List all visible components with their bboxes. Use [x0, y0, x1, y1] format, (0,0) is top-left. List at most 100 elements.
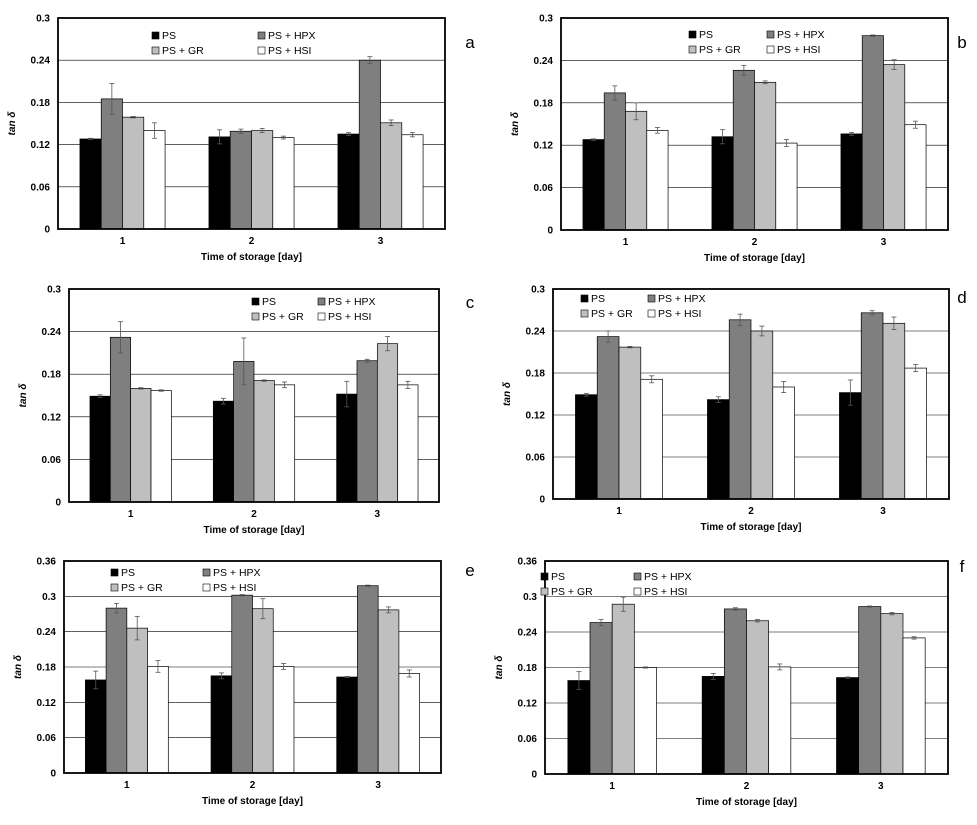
y-tick-label: 0.18: [42, 370, 62, 381]
y-tick-label: 0.18: [518, 663, 538, 674]
plot-frame: [544, 560, 949, 775]
y-tick-label: 0.18: [31, 98, 51, 109]
y-tick-label: 0: [531, 770, 537, 781]
bar-ps-hsi-3: [902, 637, 926, 775]
x-tick-label: 2: [249, 236, 255, 247]
bar-ps-3: [336, 393, 358, 503]
x-tick-label: 1: [623, 237, 629, 248]
y-axis-label: tan δ: [494, 655, 505, 680]
chart-panel-e: 0 0.06 0.12 0.18 0.24 0.3 0.36 1 2 3 Time of stora…: [13, 557, 475, 808]
legend-swatch: [251, 312, 260, 321]
x-axis-label: Time of storage [day]: [201, 252, 302, 263]
chart-panel-f: 0 0.06 0.12 0.18 0.24 0.3 0.36 1 2 3 Time of stora…: [494, 557, 965, 809]
legend: PS PS + HPX PS + GR PS + HSI: [151, 30, 316, 57]
legend-swatch: [110, 568, 119, 577]
legend-label: PS + GR: [162, 45, 204, 57]
bar-ps-1: [575, 394, 598, 500]
legend-item: PS: [580, 293, 605, 305]
bar-ps-gr-2: [251, 130, 274, 230]
y-axis-label: tan δ: [510, 111, 521, 136]
bar-ps-2: [212, 400, 235, 503]
legend-item: PS + HSI: [647, 308, 701, 320]
bar-ps-hpx-1: [603, 92, 626, 231]
legend-swatch: [766, 30, 775, 39]
x-tick-label: 3: [880, 506, 886, 517]
legend-item: PS + GR: [151, 45, 204, 57]
y-tick-label: 0.06: [534, 183, 554, 194]
legend-label: PS + HPX: [644, 571, 692, 583]
bar-ps-hpx-1: [105, 607, 128, 774]
plot-frame: [63, 560, 442, 774]
y-tick-label: 0.06: [518, 734, 538, 745]
bar-ps-3: [840, 133, 863, 231]
bar-ps-2: [208, 136, 231, 230]
y-tick-label: 0: [50, 769, 56, 780]
bar-ps-3: [836, 677, 860, 775]
bar-ps-2: [707, 399, 730, 500]
legend-swatch: [202, 568, 211, 577]
legend-label: PS + HSI: [777, 44, 820, 56]
legend-item: PS + HPX: [647, 293, 706, 305]
bar-ps-hpx-3: [356, 360, 378, 503]
legend-label: PS + GR: [699, 44, 741, 56]
legend-label: PS + GR: [591, 308, 633, 320]
legend-item: PS + HSI: [257, 45, 311, 57]
y-axis-label: tan δ: [502, 381, 513, 406]
legend-item: PS + HSI: [766, 44, 820, 56]
chart-panel-b: 0 0.06 0.12 0.18 0.24 0.3 1 2 3 Time of storage […: [510, 14, 967, 265]
legend: PS PS + HPX PS + GR PS + HSI: [110, 567, 261, 594]
y-tick-label: 0.3: [523, 592, 537, 603]
panel-letter: b: [957, 33, 966, 52]
x-tick-label: 1: [124, 780, 130, 791]
bar-ps-3: [337, 133, 360, 230]
y-tick-label: 0: [539, 495, 545, 506]
legend-item: PS + GR: [251, 311, 304, 323]
legend-label: PS: [699, 29, 713, 41]
legend-item: PS + HPX: [633, 571, 692, 583]
legend-item: PS + HPX: [317, 296, 376, 308]
legend-label: PS + HPX: [268, 30, 316, 42]
bar-ps-gr-3: [380, 122, 403, 230]
y-tick-label: 0.12: [31, 140, 51, 151]
legend-swatch: [688, 30, 697, 39]
bar-ps-hsi-3: [398, 673, 420, 774]
y-tick-label: 0.36: [518, 557, 538, 568]
bar-ps-gr-3: [882, 322, 906, 500]
y-tick-label: 0.24: [37, 627, 57, 638]
x-tick-label: 2: [250, 780, 256, 791]
y-tick-label: 0.24: [42, 327, 62, 338]
x-axis-label: Time of storage [day]: [204, 525, 305, 536]
y-tick-label: 0.3: [42, 592, 56, 603]
bar-ps-gr-1: [130, 388, 152, 503]
x-tick-label: 1: [120, 236, 126, 247]
legend-swatch: [317, 297, 326, 306]
chart-panel-d: 0 0.06 0.12 0.18 0.24 0.3 1 2 3 Time of storage […: [502, 285, 967, 534]
x-tick-label: 3: [878, 781, 884, 792]
bar-ps-1: [89, 395, 111, 503]
chart-panel-c: 0 0.06 0.12 0.18 0.24 0.3 1 2 3 Time of storage […: [18, 285, 475, 537]
x-tick-label: 2: [251, 509, 257, 520]
bar-ps-1: [582, 139, 605, 231]
legend-item: PS + HSI: [202, 582, 256, 594]
legend-swatch: [110, 583, 119, 592]
y-axis-label: tan δ: [7, 111, 18, 136]
bar-ps-hpx-2: [728, 319, 752, 500]
legend-item: PS + HPX: [202, 567, 261, 579]
y-tick-label: 0.06: [37, 733, 57, 744]
bar-ps-gr-3: [883, 64, 906, 231]
x-tick-label: 3: [375, 780, 381, 791]
plot-frame: [68, 288, 440, 503]
legend-swatch: [540, 587, 549, 596]
legend-label: PS: [591, 293, 605, 305]
y-tick-label: 0: [547, 226, 553, 237]
y-tick-label: 0: [55, 498, 61, 509]
bar-ps-hsi-1: [646, 130, 669, 231]
panel-letter: e: [465, 561, 474, 580]
y-tick-label: 0.12: [534, 141, 554, 152]
y-tick-label: 0.3: [36, 14, 50, 25]
bar-ps-gr-3: [377, 609, 400, 774]
panel-letter: d: [957, 288, 966, 307]
legend: PS PS + HPX PS + GR PS + HSI: [251, 296, 376, 323]
y-tick-label: 0.12: [42, 412, 62, 423]
